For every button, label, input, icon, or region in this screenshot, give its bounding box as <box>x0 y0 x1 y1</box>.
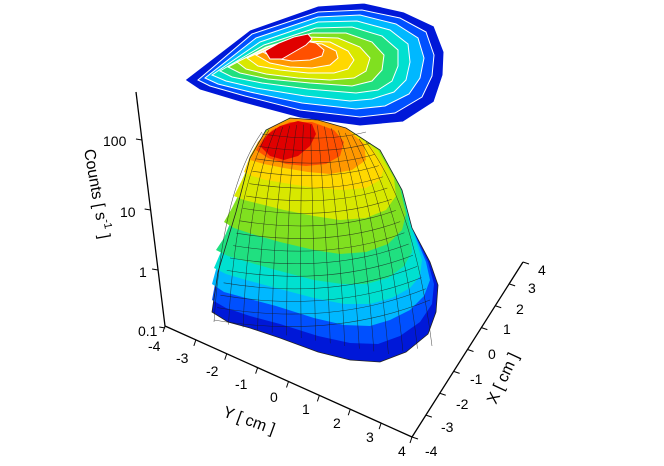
mesh-line <box>245 187 388 202</box>
z-tick-label: 10 <box>120 204 136 220</box>
y-tick-mark <box>255 367 259 374</box>
y-tick-mark <box>347 409 351 416</box>
x-tick-mark <box>481 327 488 331</box>
z-tick-mark <box>151 268 159 271</box>
y-tick-mark <box>193 339 197 347</box>
y-tick-mark <box>286 381 289 388</box>
tick-marks <box>135 138 530 444</box>
mesh-line <box>261 131 367 139</box>
mesh-line <box>344 132 389 355</box>
mesh-line <box>228 130 270 325</box>
mesh-line <box>236 221 401 239</box>
z-axis-title: Counts [ s-1 ] <box>80 147 115 240</box>
mesh-line <box>242 128 277 328</box>
z-tick-mark <box>144 208 151 211</box>
mesh-line <box>217 288 426 315</box>
y-tick-mark <box>316 395 320 402</box>
z-tick-mark <box>159 326 166 329</box>
z-tick-mark <box>135 138 143 141</box>
x-tick-label: -4 <box>425 443 438 459</box>
x-tick-mark <box>453 370 460 374</box>
y-tick-label: 0 <box>270 389 278 405</box>
x-tick-mark <box>508 283 516 287</box>
mesh-line <box>286 124 297 336</box>
mesh-line <box>220 277 422 302</box>
x-tick-labels: -4 -3 -2 -1 0 1 2 3 4 <box>425 262 546 459</box>
mesh-line <box>365 141 433 347</box>
x-tick-label: -3 <box>441 419 454 435</box>
mesh-line <box>271 125 290 333</box>
mesh-line <box>226 254 414 277</box>
mesh-line <box>257 126 284 331</box>
mesh-line <box>213 299 431 327</box>
y-tick-labels: -4 -3 -2 -1 0 1 2 3 4 <box>148 338 406 459</box>
mesh-line <box>229 243 409 264</box>
y-tick-label: 3 <box>366 429 374 445</box>
y-tick-label: -2 <box>206 363 219 379</box>
z-tick-label: 1 <box>139 264 147 280</box>
y-axis-title: Y [ cm ] <box>221 404 277 438</box>
mesh-line <box>242 198 392 214</box>
x-tick-label: -2 <box>456 396 469 412</box>
mesh-line <box>233 232 405 252</box>
y-tick-mark <box>409 436 413 444</box>
x-tick-label: 1 <box>503 321 511 337</box>
surface-mesh <box>211 117 439 363</box>
z-axis-line <box>135 91 166 327</box>
mesh-line <box>252 165 379 176</box>
y-tick-label: -4 <box>148 338 161 354</box>
mesh-line <box>331 128 360 349</box>
y-tick-label: -1 <box>235 376 248 392</box>
mesh-line <box>310 124 317 341</box>
mesh-line <box>239 210 396 227</box>
z-axis-title-end: ] <box>94 228 112 240</box>
mesh-line <box>213 131 263 323</box>
mesh-line <box>317 125 331 344</box>
x-tick-label: 4 <box>538 262 546 278</box>
x-tick-mark <box>495 305 502 309</box>
z-tick-label: 100 <box>103 133 127 149</box>
y-tick-mark <box>378 422 382 430</box>
mesh-line <box>300 124 304 339</box>
y-tick-label: -3 <box>176 350 189 366</box>
mesh-line <box>255 154 375 164</box>
y-tick-label: 4 <box>398 443 406 459</box>
x-tick-mark <box>467 349 474 352</box>
x-tick-mark <box>439 392 446 396</box>
y-tick-label: 2 <box>333 415 341 431</box>
mesh-line <box>223 266 418 290</box>
z-tick-labels: 100 10 1 0.1 <box>103 133 158 339</box>
x-tick-mark <box>522 261 530 265</box>
mesh-line <box>249 176 384 189</box>
x-tick-label: 0 <box>488 346 496 362</box>
y-tick-label: 1 <box>302 401 310 417</box>
z-axis-title-sup: -1 <box>100 218 114 230</box>
y-tick-mark <box>162 325 166 333</box>
contour-band <box>264 33 313 60</box>
projected-contour-map <box>184 2 445 127</box>
mesh-line <box>258 142 371 151</box>
x-tick-mark <box>425 414 433 418</box>
surface-outline <box>211 117 439 363</box>
y-tick-mark <box>224 353 228 360</box>
z-axis-title-main: Counts [ s <box>80 148 109 222</box>
mesh-line <box>351 135 404 352</box>
z-tick-label: 0.1 <box>138 323 158 339</box>
x-tick-label: 2 <box>516 301 524 317</box>
x-tick-label: -1 <box>470 371 483 387</box>
x-tick-mark <box>411 436 419 440</box>
mesh-line <box>338 130 375 352</box>
x-tick-label: 3 <box>528 280 536 296</box>
